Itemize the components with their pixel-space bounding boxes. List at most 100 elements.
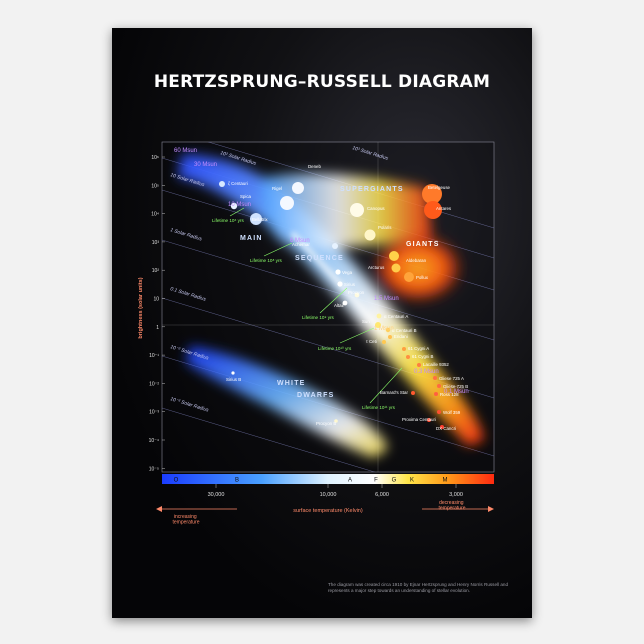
star-label-alpha-centauri-a: α Centauri A: [384, 314, 408, 319]
star-label-bellatrix: Bellatrix: [252, 217, 268, 222]
y-tick-label: 10³: [152, 240, 160, 246]
star-label-polaris: Polaris: [378, 225, 392, 230]
star-dot-barnards-star: [411, 391, 415, 395]
lifetime-pointer-1: [229, 207, 245, 217]
star-dot-deneb: [292, 182, 304, 194]
star-dot-achernar: [332, 243, 338, 249]
star-label-procyon-b: Procyon B: [316, 421, 336, 426]
star-label-rigel: Rigel: [272, 186, 282, 191]
spectral-class-label: F: [374, 478, 378, 484]
star-dot-zeta-centauri: [219, 181, 225, 187]
decreasing-temp-arrowhead: [488, 506, 494, 512]
star-dot-sun: [375, 322, 381, 328]
star-label-61-cygni-b: 61 Cygni B: [412, 354, 434, 359]
star-label-arcturus: Arcturus: [368, 265, 385, 270]
increasing-temp-label: increasing temperature: [173, 514, 200, 526]
y-axis-label: brightness (solar units): [138, 277, 144, 338]
star-label-gliese-725a: Gliese 725 A: [439, 376, 464, 381]
star-label-lacaille-9352: Lacaille 9352: [423, 362, 449, 367]
star-label-wolf-359: Wolf 359: [443, 410, 461, 415]
star-label-sun: Sun: [362, 319, 370, 324]
star-dot-spica: [230, 202, 238, 210]
star-dot-betelgeuse: [422, 184, 442, 204]
hr-diagram: 10³ Solar Radius 10² Solar Radius 10 Sol…: [138, 141, 495, 526]
star-dot-arcturus: [391, 263, 401, 273]
y-tick-label: 10⁻³: [149, 410, 159, 416]
star-label-betelgeuse: Betelgeuse: [428, 185, 451, 190]
mass-label-6: 6 Msun: [290, 238, 310, 244]
radius-line-0-001: [162, 407, 376, 472]
white-dwarfs-band: [186, 346, 388, 458]
main-sequence-band: [178, 154, 484, 446]
x-tick-label: 10,000: [320, 492, 337, 498]
star-dot-wolf-359: [437, 410, 441, 414]
star-dot-aldebaran: [389, 251, 399, 261]
y-tick-label: 10⁶: [151, 155, 159, 161]
star-label-sirius: Sirius: [344, 282, 356, 287]
y-tick-label: 10⁻⁵: [149, 466, 159, 472]
star-dot-tau-ceti: [382, 340, 386, 344]
star-dot-sirius-b: [231, 371, 235, 375]
lifetime-pointer-4: [339, 327, 375, 344]
mass-label-0-1: 0.1 Msun: [444, 389, 469, 395]
lifetime-label-9: Lifetime 10⁹ yrs: [302, 315, 335, 320]
spectral-class-label: G: [392, 478, 397, 484]
lifetime-pointer-3: [319, 287, 348, 314]
y-tick-label: 10⁻²: [149, 381, 159, 387]
lifetime-pointer-2: [263, 242, 293, 257]
star-label-sirius-b: Sirius B: [226, 377, 241, 382]
star-dot-polaris: [364, 229, 376, 241]
star-label-gliese-725b: Gliese 725 B: [443, 384, 468, 389]
mass-label-10: 10 Msun: [228, 202, 251, 208]
star-dot-dx-cancri: [440, 425, 444, 429]
star-dot-antares: [424, 201, 442, 219]
star-dot-pollux: [404, 272, 414, 282]
y-tick-label: 10²: [152, 268, 160, 274]
region-label-sequence: SEQUENCE: [295, 255, 344, 262]
star-dot-61-cygni-a: [402, 347, 406, 351]
giants-blob: [372, 232, 464, 304]
region-label-dwarfs: DWARFS: [297, 392, 335, 399]
star-dot-procyon-b: [334, 419, 338, 423]
y-tick-label: 1: [156, 325, 159, 331]
star-dot-rigel: [280, 196, 294, 210]
star-label-pollux: Pollux: [416, 275, 429, 280]
diagram-title: HERTZSPRUNG–RUSSELL DIAGRAM: [153, 72, 491, 92]
mass-label-30: 30 Msun: [194, 162, 217, 168]
star-label-vega: Vega: [342, 270, 353, 275]
star-dot-vega: [335, 269, 341, 275]
x-tick-label: 3,000: [449, 492, 463, 498]
star-label-ross-128: Ross 128: [440, 392, 459, 397]
spectral-class-label: A: [348, 478, 352, 484]
region-label-main: MAIN: [240, 235, 263, 242]
star-label-eridani: Eridani: [394, 334, 408, 339]
decreasing-temp-line-1: decreasing: [439, 500, 464, 506]
decreasing-temp-label: decreasing temperature: [439, 500, 466, 512]
mass-label-1-5: 1.5 Msun: [374, 296, 399, 302]
lifetime-label-11: Lifetime 10¹¹ yrs: [362, 405, 396, 410]
star-label-altair: Altair: [334, 303, 345, 308]
mass-label-0-3: 0.3 Msun: [414, 369, 439, 375]
lifetime-pointer-5: [369, 367, 403, 404]
mass-label-1: 1 Msun: [374, 326, 394, 332]
star-dot-lacaille-9352: [417, 363, 421, 367]
star-dot-proxima-centauri: [427, 418, 431, 422]
star-dot-procyon: [354, 292, 360, 298]
x-tick-label: 6,000: [375, 492, 389, 498]
star-label-zeta-centauri: ζ Centauri: [228, 181, 248, 186]
caption: The diagram was created circa 1910 by Ej…: [328, 582, 509, 593]
region-label-giants: GIANTS: [406, 241, 440, 248]
mass-label-60: 60 Msun: [174, 148, 197, 154]
x-axis-label: surface temperature (Kelvin): [293, 508, 363, 514]
spectral-class-label: B: [235, 478, 239, 484]
y-tick-label: 10: [153, 297, 159, 303]
star-label-antares: Antares: [436, 206, 452, 211]
star-dot-alpha-centauri-a: [376, 313, 382, 319]
spectral-class-bar: [162, 474, 494, 484]
star-dot-ross-128: [434, 392, 438, 396]
star-label-achernar: Achernar: [292, 242, 310, 247]
star-dot-alpha-centauri-b: [385, 327, 391, 333]
star-label-61-cygni-a: 61 Cygni A: [408, 346, 429, 351]
star-label-spica: Spica: [240, 194, 252, 199]
increasing-temp-arrowhead: [156, 506, 162, 512]
